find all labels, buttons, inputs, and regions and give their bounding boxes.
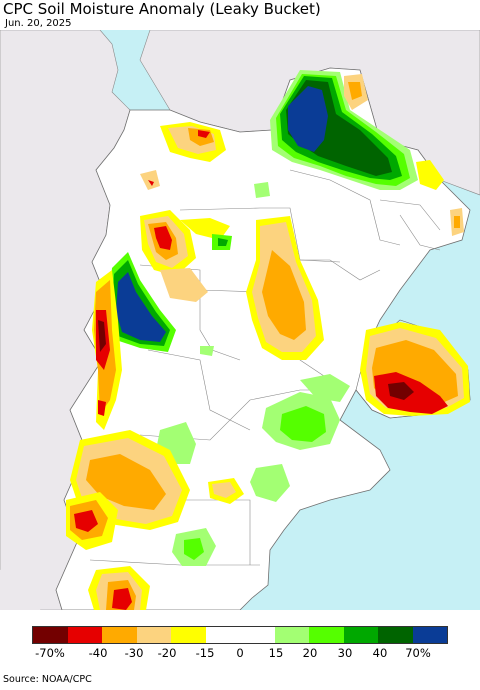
legend-swatch [171, 627, 206, 643]
southern-chile [0, 550, 54, 610]
legend-tick: -70% [35, 646, 65, 660]
source-credit: Source: NOAA/CPC [3, 674, 92, 685]
legend-swatch [205, 627, 240, 643]
dry-anomaly-northeast [344, 74, 464, 236]
legend-tick: 15 [268, 646, 284, 660]
map-canvas [0, 30, 480, 610]
legend-tick: -40 [88, 646, 108, 660]
legend-tick: 20 [302, 646, 318, 660]
map-title: CPC Soil Moisture Anomaly (Leaky Bucket) [3, 0, 321, 18]
legend-tick: 30 [337, 646, 353, 660]
legend-swatch [33, 627, 68, 643]
soil-moisture-map [0, 30, 480, 610]
dry-anomaly-uruguay [360, 322, 470, 416]
legend-swatch [136, 627, 171, 643]
legend-swatch [274, 627, 309, 643]
dry-anomaly-coast [92, 270, 122, 430]
legend-swatch [102, 627, 137, 643]
legend-tick: -15 [195, 646, 215, 660]
wet-anomaly-andes [108, 252, 176, 352]
legend-colorbar [32, 626, 448, 644]
map-date: Jun. 20, 2025 [5, 18, 72, 29]
legend-swatch [378, 627, 413, 643]
legend-swatch [240, 627, 275, 643]
legend-ticks: -70% -40 -30 -20 -15 0 15 20 30 40 70% [0, 646, 480, 662]
legend-swatch [343, 627, 378, 643]
legend-tick: -20 [157, 646, 177, 660]
legend-tick: 70% [405, 646, 431, 660]
dry-anomaly-south [66, 430, 244, 610]
legend-tick: 0 [236, 646, 244, 660]
dry-anomaly-central [246, 216, 324, 360]
dry-anomaly-northwest [140, 122, 230, 302]
legend-swatch [309, 627, 344, 643]
legend-swatch [67, 627, 102, 643]
legend-swatch [412, 627, 447, 643]
legend-tick: -30 [124, 646, 144, 660]
legend-tick: 40 [372, 646, 388, 660]
wet-anomaly-north [270, 70, 418, 190]
